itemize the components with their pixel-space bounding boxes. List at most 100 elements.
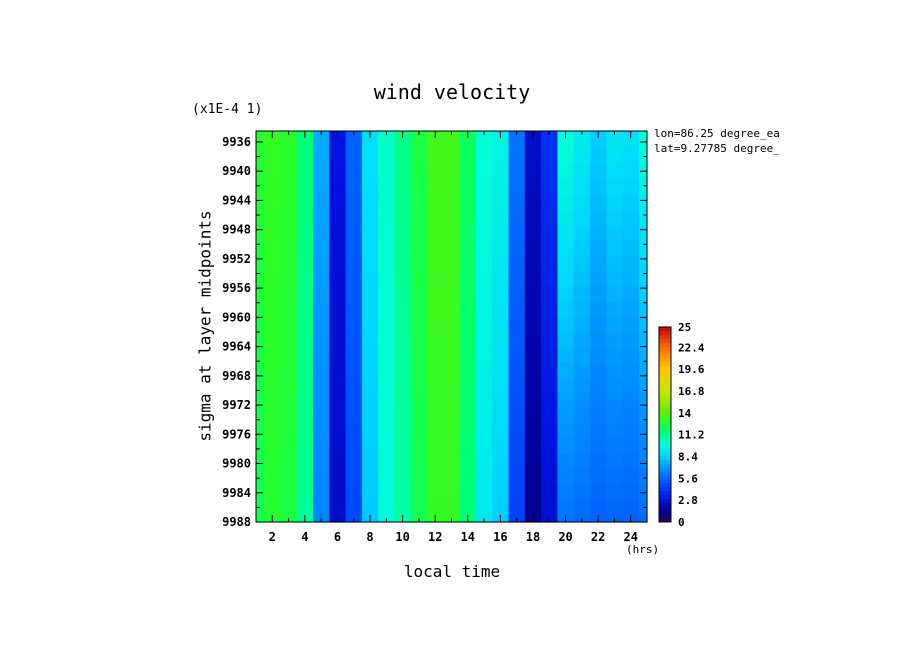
heatmap-cell: [573, 453, 591, 470]
heatmap-cell: [459, 225, 477, 242]
heatmap-cell: [378, 484, 396, 500]
heatmap-cell: [427, 164, 444, 181]
x-tick-label: 22: [591, 530, 605, 544]
heatmap-cell: [622, 423, 640, 439]
heatmap-cell: [378, 179, 396, 196]
heatmap-cell: [557, 271, 575, 287]
heatmap-cell: [508, 286, 526, 303]
heatmap-cell: [573, 179, 591, 196]
heatmap-cell: [394, 225, 412, 242]
heatmap-cell: [573, 331, 591, 348]
heatmap-cell: [589, 286, 607, 303]
heatmap-cell: [280, 438, 298, 455]
heatmap-cell: [524, 271, 542, 287]
heatmap-cell: [508, 149, 526, 166]
colorbar-swatch: [659, 338, 671, 343]
heatmap-cell: [638, 423, 648, 439]
heatmap-cell: [459, 210, 477, 227]
heatmap-cell: [541, 255, 558, 272]
heatmap-cell: [256, 331, 265, 348]
heatmap-cell: [622, 255, 640, 272]
heatmap-cell: [541, 423, 558, 439]
heatmap-cell: [361, 347, 379, 363]
heatmap-cell: [589, 331, 607, 348]
heatmap-cell: [459, 179, 477, 196]
heatmap-cell: [541, 331, 558, 348]
heatmap-cell: [492, 179, 510, 196]
heatmap-cell: [475, 468, 493, 485]
heatmap-cell: [475, 377, 493, 394]
colorbar-swatch: [659, 498, 671, 503]
heatmap-cell: [410, 210, 428, 227]
heatmap-cell: [492, 347, 510, 363]
heatmap-cells: [256, 131, 648, 523]
heatmap-cell: [427, 423, 444, 439]
heatmap-cell: [573, 164, 591, 181]
colorbar-swatch: [659, 447, 671, 453]
heatmap-cell: [410, 240, 428, 257]
heatmap-cell: [313, 131, 330, 151]
heatmap-cell: [541, 316, 558, 333]
heatmap-cell: [410, 271, 428, 287]
heatmap-cell: [492, 316, 510, 333]
heatmap-cell: [492, 484, 510, 500]
heatmap-cell: [573, 255, 591, 272]
heatmap-cell: [475, 392, 493, 409]
heatmap-cell: [508, 468, 526, 485]
heatmap-cell: [256, 377, 265, 394]
heatmap-cell: [256, 453, 265, 470]
heatmap-cell: [638, 195, 648, 211]
heatmap-cell: [427, 514, 444, 523]
heatmap-cell: [475, 164, 493, 181]
heatmap-cell: [508, 316, 526, 333]
heatmap-cell: [427, 225, 444, 242]
heatmap-cell: [475, 179, 493, 196]
heatmap-cell: [427, 331, 444, 348]
heatmap-cell: [589, 392, 607, 409]
heatmap-cell: [459, 316, 477, 333]
heatmap-cell: [280, 499, 298, 515]
heatmap-cell: [329, 131, 347, 151]
heatmap-cell: [394, 423, 412, 439]
heatmap-cell: [313, 286, 330, 303]
heatmap-cell: [296, 255, 314, 272]
y-tick-label: 9952: [222, 252, 251, 266]
heatmap-cell: [606, 301, 624, 318]
heatmap-cell: [361, 514, 379, 523]
heatmap-cell: [492, 423, 510, 439]
heatmap-cell: [622, 240, 640, 257]
colorbar-swatch: [659, 514, 671, 519]
heatmap-cell: [443, 271, 461, 287]
longitude-note: lon=86.25 degree_east: [654, 127, 779, 140]
heatmap-cell: [427, 468, 444, 485]
heatmap-cell: [313, 316, 330, 333]
heatmap-cell: [606, 149, 624, 166]
heatmap-cell: [622, 468, 640, 485]
heatmap-cell: [508, 210, 526, 227]
heatmap-cell: [394, 514, 412, 523]
heatmap-cell: [557, 179, 575, 196]
y-axis-label: sigma at layer midpoints: [195, 210, 215, 442]
heatmap-cell: [557, 514, 575, 523]
heatmap-cell: [427, 392, 444, 409]
heatmap-cell: [492, 240, 510, 257]
heatmap-cell: [606, 316, 624, 333]
heatmap-cell: [557, 131, 575, 151]
heatmap-cell: [492, 453, 510, 470]
colorbar-tick-label: 25: [678, 321, 691, 334]
colorbar-swatch: [659, 416, 671, 421]
heatmap-cell: [492, 407, 510, 424]
heatmap-cell: [280, 468, 298, 485]
colorbar-swatch: [659, 463, 671, 468]
y-tick-label: 9948: [222, 223, 251, 237]
heatmap-cell: [264, 149, 282, 166]
heatmap-cell: [296, 286, 314, 303]
heatmap-cell: [313, 377, 330, 394]
heatmap-cell: [313, 210, 330, 227]
y-axis-ticks: 9936 9940 9944 9948 9952 9956 9960 9964 9968 9972…: [222, 135, 647, 529]
heatmap-cell: [410, 423, 428, 439]
heatmap-cell: [280, 131, 298, 151]
heatmap-cell: [524, 407, 542, 424]
heatmap-cell: [394, 164, 412, 181]
heatmap-cell: [606, 131, 624, 151]
